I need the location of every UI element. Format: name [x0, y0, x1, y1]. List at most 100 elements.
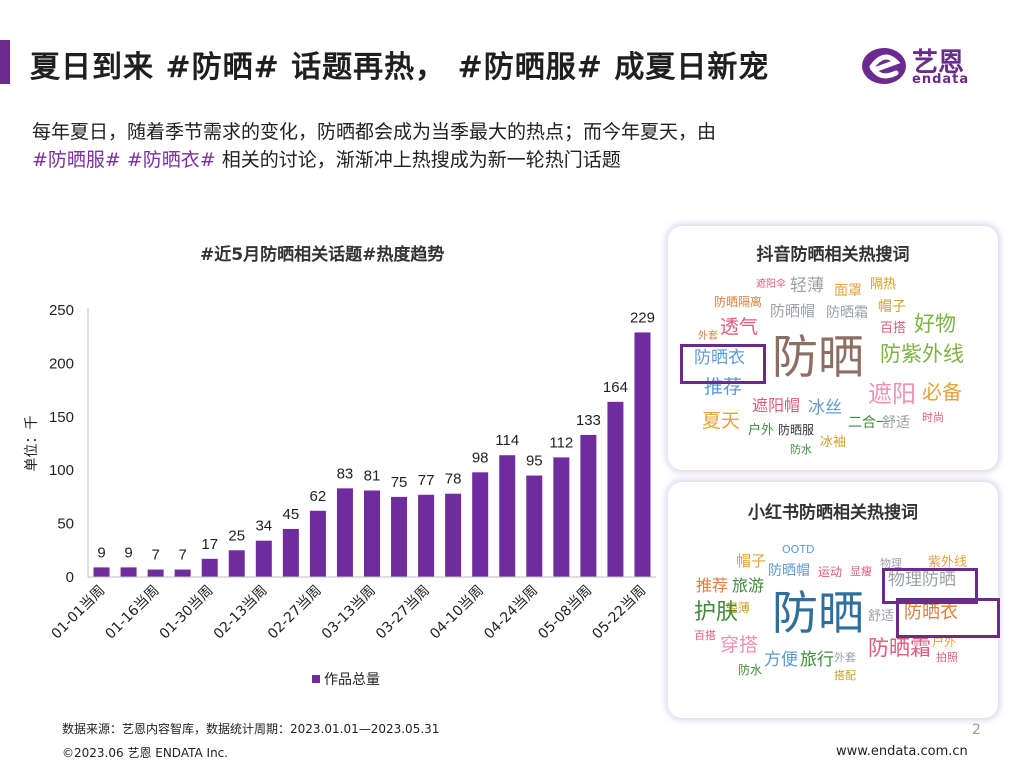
douyin-word: 冰丝 — [808, 398, 842, 418]
xhs-word: 穿搭 — [720, 634, 759, 656]
xhs-word: OOTD — [782, 543, 815, 556]
x-tick-label: 01-30当周 — [157, 583, 217, 643]
logo-text-cn: 艺恩 — [912, 48, 965, 78]
bar-value-label: 34 — [255, 518, 272, 535]
bar-value-label: 95 — [526, 453, 543, 470]
douyin-word: 防水 — [790, 443, 812, 456]
douyin-word: 遮阳 — [868, 380, 916, 408]
page-number: 2 — [972, 722, 981, 738]
bar-value-label: 112 — [549, 434, 573, 451]
bar — [336, 488, 353, 577]
xhs-word: 搭配 — [834, 669, 856, 682]
bar — [201, 558, 218, 577]
endata-logo-icon — [862, 48, 906, 84]
xhs-word: 物理 — [880, 557, 902, 570]
bar-value-label: 17 — [201, 536, 218, 553]
bar — [391, 496, 408, 577]
douyin-word: 隔热 — [870, 277, 897, 292]
bar-value-label: 77 — [418, 472, 435, 489]
bar — [553, 457, 570, 577]
douyin-word: 防晒隔离 — [714, 295, 763, 309]
douyin-word: 防晒 — [772, 330, 864, 384]
douyin-word: 防晒衣 — [694, 348, 745, 368]
intro-line-2-rest: 相关的讨论，渐渐冲上热搜成为新一轮热门话题 — [215, 149, 621, 171]
bar — [472, 472, 489, 577]
website-link[interactable]: www.endata.com.cn — [836, 744, 968, 759]
intro-tag-1: #防晒服# — [32, 149, 121, 171]
douyin-word: 防晒帽 — [770, 302, 816, 320]
bar-value-label: 83 — [337, 465, 354, 482]
legend-label: 作品总量 — [324, 672, 380, 688]
x-tick-label: 01-01当周 — [48, 583, 108, 643]
bar-value-label: 9 — [97, 544, 105, 561]
x-tick-label: 01-16当周 — [103, 583, 163, 643]
douyin-word: 面罩 — [834, 283, 862, 299]
bar — [282, 528, 299, 577]
x-tick-label: 03-13当周 — [319, 583, 379, 643]
x-tick-label: 03-27当周 — [373, 583, 433, 643]
xhs-word: 轻薄 — [726, 601, 751, 615]
xhs-word: 舒适 — [868, 609, 895, 624]
xhs-word: 百搭 — [694, 629, 716, 642]
intro-paragraph: 每年夏日，随着季节需求的变化，防晒都会成为当季最大的热点；而今年夏天，由 #防晒… — [32, 118, 932, 174]
bar — [364, 490, 380, 577]
xhs-word: 拍照 — [936, 651, 958, 664]
douyin-panel: 抖音防晒相关热搜词 遮阳伞 轻薄 面罩 隔热 防晒隔离 防晒帽 防晒霜 帽子 外套 透气 百搭 好物防… — [668, 226, 998, 470]
douyin-word: 轻薄 — [790, 276, 824, 296]
x-tick-label: 05-22当周 — [589, 583, 649, 643]
intro-line-1: 每年夏日，随着季节需求的变化，防晒都会成为当季最大的热点；而今年夏天，由 — [32, 121, 717, 143]
bar-value-label: 7 — [151, 547, 159, 564]
bar-chart: 0 50 100 150 200 250 单位：千 9 01-01当周 9 7 01-16当周 7 17 0… — [24, 302, 656, 688]
bar — [309, 510, 326, 577]
douyin-word: 百搭 — [880, 321, 907, 336]
xhs-word: 外套 — [834, 651, 856, 664]
douyin-word: 外套 — [698, 331, 718, 342]
douyin-word: 帽子 — [878, 299, 906, 315]
x-tick-label: 04-10当周 — [427, 583, 487, 643]
y-tick-label: 50 — [57, 516, 74, 533]
bar — [174, 569, 191, 577]
bar — [634, 332, 651, 577]
x-tick-label: 02-27当周 — [265, 583, 325, 643]
douyin-word: 透气 — [720, 316, 759, 338]
xhs-word: 方便 — [764, 650, 798, 670]
douyin-word: 防晒霜 — [826, 305, 868, 321]
chart-title: #近5月防晒相关话题#热度趋势 — [200, 245, 445, 265]
bar-value-label: 78 — [445, 471, 462, 488]
xhs-word: 运动 — [818, 565, 843, 579]
bar-value-label: 45 — [283, 506, 300, 523]
bar-value-label: 75 — [391, 474, 408, 491]
intro-line-2: #防晒服# #防晒衣# 相关的讨论，渐渐冲上热搜成为新一轮热门话题 — [32, 146, 932, 174]
douyin-word: 冰袖 — [820, 435, 847, 450]
douyin-word: 时尚 — [922, 411, 944, 424]
xiaohongshu-panel: 小红书防晒相关热搜词 OOTD 物理 紫外线 帽子 防晒帽 运动 显瘦 推荐 旅游 物理防晒 轻薄护… — [668, 482, 1000, 718]
xhs-word: 防晒 — [772, 586, 864, 640]
douyin-word: 夏天 — [702, 410, 741, 432]
xhs-highlight-box-1 — [882, 568, 978, 604]
x-tick-label: 02-13当周 — [211, 583, 271, 643]
x-tick-label: 05-08当周 — [535, 583, 595, 643]
bar-value-label: 133 — [576, 412, 601, 429]
xhs-word: 护肤 — [694, 600, 739, 625]
bar-value-label: 164 — [603, 379, 628, 396]
xhs-word: 紫外线 — [928, 555, 968, 570]
bar — [120, 567, 137, 577]
y-tick-label: 0 — [66, 569, 74, 586]
xhs-word: 旅行 — [800, 650, 834, 670]
bar-value-label: 114 — [495, 432, 519, 449]
bar — [445, 493, 462, 577]
douyin-highlight-box — [680, 344, 766, 384]
douyin-word: 舒适 — [882, 415, 910, 431]
bar-value-label: 98 — [472, 449, 489, 466]
xhs-word: 防水 — [738, 663, 763, 677]
bar — [255, 540, 272, 577]
douyin-word: 防紫外线 — [880, 342, 964, 366]
bar — [93, 567, 110, 577]
douyin-word: 二合一 — [848, 415, 890, 431]
y-tick-label: 100 — [49, 462, 74, 479]
copyright: ©2023.06 艺恩 ENDATA Inc. — [62, 746, 229, 760]
y-tick-label: 150 — [49, 409, 74, 426]
douyin-title: 抖音防晒相关热搜词 — [756, 245, 910, 265]
xhs-word: 防晒衣 — [904, 602, 958, 623]
bar — [526, 475, 543, 577]
